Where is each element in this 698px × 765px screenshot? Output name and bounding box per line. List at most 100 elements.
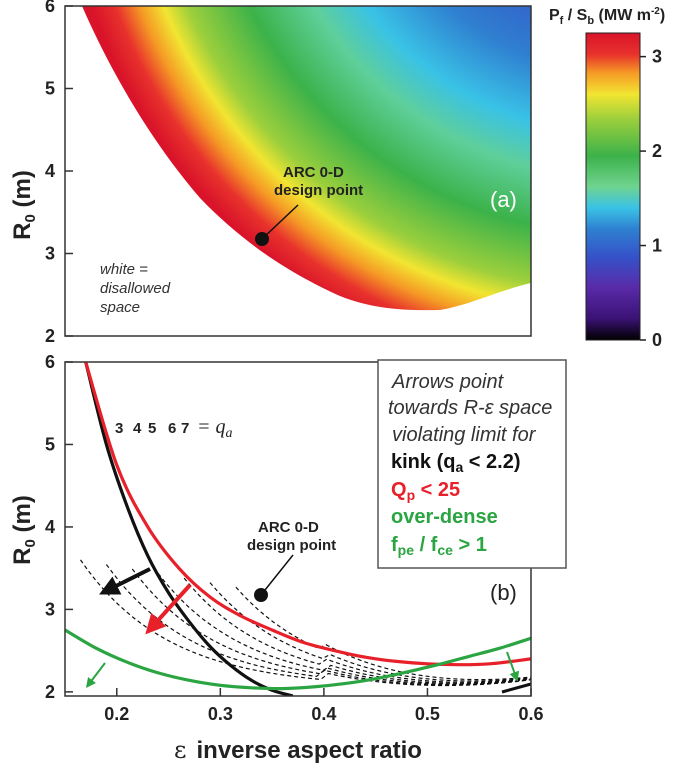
disallowed-note-line3: space: [100, 299, 140, 316]
colorbar-title-exp: -2: [651, 6, 660, 17]
panel-a-y-tick-label: 3: [45, 244, 55, 264]
panel-b-x-tick-label: 0.3: [208, 704, 233, 724]
disallowed-note-line2: disallowed: [100, 280, 171, 297]
over-dense-arrow-left: [85, 662, 106, 688]
panel-b-y-ticks: 2 3 4 5 6: [45, 352, 73, 702]
legend-kink: kink (qa < 2.2): [391, 451, 521, 475]
panel-b-x-tick-label: 0.2: [104, 704, 129, 724]
kink-arrow: [99, 567, 151, 595]
panel-b-x-ticks: 0.2 0.3 0.4 0.5 0.6: [104, 688, 544, 724]
panel-a-y-tick-label: 2: [45, 326, 55, 346]
legend-box-frame: [377, 359, 567, 569]
legend-kink-sub: a: [455, 459, 463, 475]
design-point-leader-a: [261, 204, 299, 240]
qa-contour-5: [209, 582, 531, 682]
qa-suffix: = qa: [197, 416, 233, 441]
qa-label-6: 6: [168, 420, 176, 437]
colorbar-title-p: P: [549, 7, 560, 24]
colorbar-tick-label: 3: [652, 47, 662, 67]
panel-b-y-tick-label: 2: [45, 682, 55, 702]
colorbar-title-unit: (MW m: [594, 7, 651, 24]
panel-b: 3 4 5 6 7 = qa ARC 0-D design point (b) …: [9, 352, 544, 764]
colorbar-tick-label: 1: [652, 236, 662, 256]
panel-b-y-tick-label: 4: [45, 517, 55, 537]
legend-fpe-e: > 1: [453, 534, 487, 556]
svg-text:R0 (m): R0 (m): [9, 495, 39, 565]
design-point-label-b-line2: design point: [247, 537, 336, 554]
panel-a-ylabel-sub: 0: [22, 214, 39, 222]
disallowed-note-line1: white =: [100, 261, 148, 278]
panel-b-y-tick-label: 5: [45, 434, 55, 454]
panel-a-y-tick-label: 6: [45, 0, 55, 16]
legend-kink-tail: < 2.2): [463, 451, 520, 473]
design-point-label-a-line1: ARC 0-D: [283, 164, 344, 181]
panel-a-y-ticks: 2 3 4 5 6: [45, 0, 73, 346]
svg-text:R0 (m): R0 (m): [9, 170, 39, 240]
x-axis-text: inverse aspect ratio: [196, 737, 421, 764]
panel-a-label: (a): [490, 187, 517, 212]
series-kink: [84, 362, 294, 696]
qa-suffix-sub: a: [226, 426, 233, 441]
series-qp: [84, 362, 531, 667]
legend-qp-main: Q: [391, 479, 407, 501]
panel-b-ylabel-sub: 0: [22, 539, 39, 547]
legend-fpe-a: f: [391, 534, 398, 556]
qa-contour-2: [131, 568, 531, 685]
panel-a-y-tick-label: 4: [45, 161, 55, 181]
limit-curves: [65, 362, 531, 696]
panel-b-ylabel-unit: (m): [9, 495, 36, 539]
qa-contour-6: [235, 586, 531, 681]
colorbar-title-slash: / S: [563, 7, 587, 24]
panel-b-x-axis-label: ε inverse aspect ratio: [174, 736, 422, 764]
series-over-dense: [65, 628, 531, 691]
panel-b-ylabel-main: R: [9, 548, 36, 565]
design-point-label-a-line2: design point: [274, 182, 363, 199]
qa-labels: 3 4 5 6 7 = qa: [115, 416, 233, 441]
colorbar-title: Pf / Sb (MW m-2): [549, 6, 665, 27]
panel-a: 2 3 4 5 6 (a) ARC 0-D design point white = d…: [9, 0, 532, 346]
qa-contour-4: [183, 577, 531, 683]
panel-b-x-tick-label: 0.4: [311, 704, 336, 724]
legend-fpe-b: pe: [398, 542, 415, 558]
colorbar: Pf / Sb (MW m-2) 0 1 2 3: [549, 6, 665, 350]
colorbar-title-b: b: [587, 15, 594, 27]
legend-qp-sub: p: [407, 487, 416, 503]
qa-label-5: 5: [148, 420, 156, 437]
legend-kink-main: kink (q: [391, 451, 455, 473]
colorbar-tick-label: 2: [652, 141, 662, 161]
panel-a-ylabel-unit: (m): [9, 170, 36, 214]
panel-b-x-tick-label: 0.5: [415, 704, 440, 724]
colorbar-title-f: f: [560, 15, 564, 27]
qa-label-4: 4: [133, 420, 142, 437]
kink-line-right-segment: [501, 682, 532, 694]
over-dense-arrow-right: [506, 651, 520, 682]
design-point-leader-b: [260, 554, 294, 596]
legend-over-dense: over-dense: [391, 506, 498, 528]
colorbar-tick-label: 0: [652, 330, 662, 350]
colorbar-title-close: ): [660, 7, 665, 24]
allowed-region-heatmap: [82, 6, 531, 311]
legend-line-3: violating limit for: [392, 424, 537, 446]
x-axis-epsilon: ε: [174, 736, 186, 764]
qa-label-7: 7: [181, 420, 189, 437]
panel-b-label: (b): [490, 580, 517, 605]
qa-label-3: 3: [115, 420, 123, 437]
legend-line-2: towards R-ε space: [388, 397, 552, 419]
legend-box: Arrows point towards R-ε space violating…: [377, 359, 567, 569]
legend-fpe-d: ce: [437, 542, 453, 558]
colorbar-ticks: 0 1 2 3: [640, 47, 662, 350]
legend-fpe: fpe / fce > 1: [391, 534, 487, 558]
qp-arrow: [145, 583, 192, 635]
design-point-label-b-line1: ARC 0-D: [258, 519, 319, 536]
legend-line-1: Arrows point: [391, 371, 505, 393]
panel-b-x-tick-label: 0.6: [518, 704, 543, 724]
panel-a-ylabel-main: R: [9, 223, 36, 240]
legend-fpe-c: / f: [414, 534, 438, 556]
qa-suffix-main: = q: [197, 416, 226, 438]
legend-qp-tail: < 25: [415, 479, 460, 501]
panel-b-y-axis-label: R0 (m): [9, 495, 39, 565]
legend-qp: Qp < 25: [391, 479, 460, 503]
panel-b-y-tick-label: 6: [45, 352, 55, 372]
panel-a-y-tick-label: 5: [45, 79, 55, 99]
